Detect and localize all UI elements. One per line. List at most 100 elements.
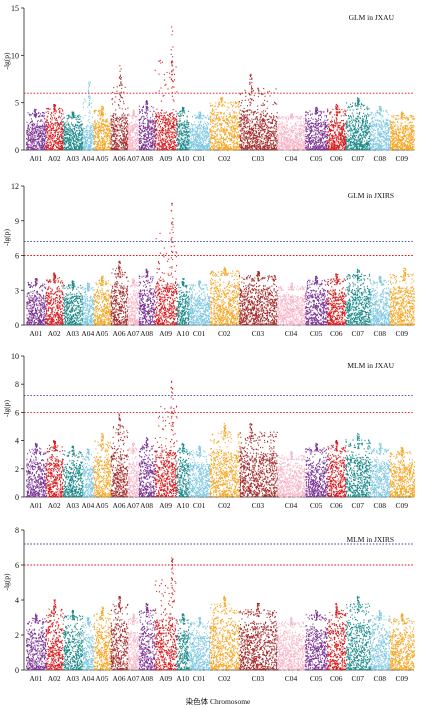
- snp-point: [90, 102, 92, 105]
- snp-point: [67, 142, 69, 144]
- snp-point: [100, 144, 102, 146]
- snp-point: [51, 135, 53, 138]
- snp-point: [71, 122, 73, 124]
- snp-point: [185, 147, 187, 149]
- snp-point: [127, 147, 129, 149]
- snp-point: [59, 107, 60, 110]
- snp-point: [69, 138, 71, 140]
- snp-point: [44, 137, 46, 140]
- snp-point: [122, 117, 124, 119]
- snp-point: [32, 138, 34, 140]
- snp-peak-point: [120, 81, 122, 83]
- snp-point: [63, 148, 65, 150]
- snp-point: [72, 136, 74, 138]
- snp-point: [115, 141, 117, 143]
- snp-point: [176, 145, 178, 147]
- snp-point: [231, 136, 233, 138]
- snp-point: [33, 131, 35, 133]
- snp-point: [106, 124, 108, 126]
- snp-point: [90, 125, 92, 127]
- snp-point: [43, 143, 45, 145]
- snp-point: [98, 129, 100, 131]
- snp-point: [217, 128, 219, 130]
- snp-point: [31, 140, 33, 142]
- snp-point: [183, 146, 185, 148]
- snp-point: [128, 135, 130, 137]
- snp-point: [206, 143, 208, 145]
- snp-point: [90, 138, 92, 140]
- snp-point: [98, 110, 100, 112]
- snp-point: [183, 148, 185, 150]
- snp-point: [81, 123, 83, 125]
- snp-point: [156, 115, 158, 117]
- snp-point: [93, 124, 95, 126]
- snp-point: [107, 134, 109, 136]
- snp-point: [155, 137, 157, 139]
- snp-point: [208, 122, 210, 124]
- snp-point: [60, 135, 62, 137]
- snp-peak-point: [172, 80, 174, 82]
- snp-point: [27, 136, 29, 138]
- snp-point: [66, 130, 68, 133]
- snp-point: [43, 116, 45, 118]
- snp-point: [55, 132, 57, 134]
- snp-point: [148, 137, 150, 139]
- snp-point: [58, 122, 60, 124]
- snp-point: [133, 136, 135, 138]
- snp-point: [211, 142, 213, 144]
- snp-point: [190, 137, 192, 139]
- snp-point: [152, 141, 154, 143]
- snp-point: [138, 147, 140, 149]
- snp-point: [51, 122, 53, 124]
- snp-point: [179, 124, 181, 127]
- snp-peak-point: [54, 109, 56, 111]
- snp-point: [210, 111, 212, 114]
- snp-point: [140, 148, 142, 151]
- snp-point: [52, 146, 54, 148]
- snp-point: [68, 131, 70, 134]
- snp-point: [83, 142, 85, 144]
- snp-point: [35, 146, 37, 149]
- snp-point: [72, 142, 74, 144]
- snp-point: [189, 136, 191, 138]
- snp-point: [187, 123, 189, 126]
- snp-point: [188, 110, 190, 112]
- snp-point: [148, 139, 150, 142]
- snp-peak-point: [88, 95, 90, 97]
- snp-point: [54, 116, 56, 118]
- snp-point: [158, 120, 160, 122]
- snp-point: [176, 91, 178, 93]
- snp-peak-point: [34, 114, 36, 116]
- snp-top-point: [34, 108, 36, 110]
- snp-point: [91, 131, 93, 133]
- snp-point: [65, 128, 67, 130]
- snp-point: [121, 139, 123, 141]
- snp-point: [100, 110, 102, 112]
- snp-point: [154, 123, 156, 125]
- snp-point: [123, 139, 125, 141]
- snp-point: [66, 139, 68, 142]
- snp-point: [31, 127, 33, 130]
- snp-point: [94, 111, 96, 113]
- snp-point: [54, 122, 56, 124]
- snp-point: [81, 128, 83, 130]
- snp-point: [185, 131, 187, 134]
- snp-point: [235, 137, 237, 139]
- snp-point: [67, 118, 69, 120]
- snp-point: [237, 139, 239, 141]
- snp-point: [50, 136, 52, 138]
- snp-point: [123, 125, 125, 127]
- snp-point: [128, 127, 130, 129]
- snp-point: [123, 137, 125, 139]
- snp-point: [80, 146, 82, 148]
- snp-point: [86, 144, 88, 147]
- snp-point: [117, 129, 119, 131]
- snp-point: [118, 132, 120, 134]
- snp-point: [98, 125, 100, 127]
- snp-point: [97, 146, 99, 148]
- snp-point: [197, 138, 199, 140]
- snp-point: [112, 143, 114, 145]
- snp-point: [105, 149, 107, 151]
- snp-point: [158, 130, 160, 132]
- snp-point: [43, 146, 45, 148]
